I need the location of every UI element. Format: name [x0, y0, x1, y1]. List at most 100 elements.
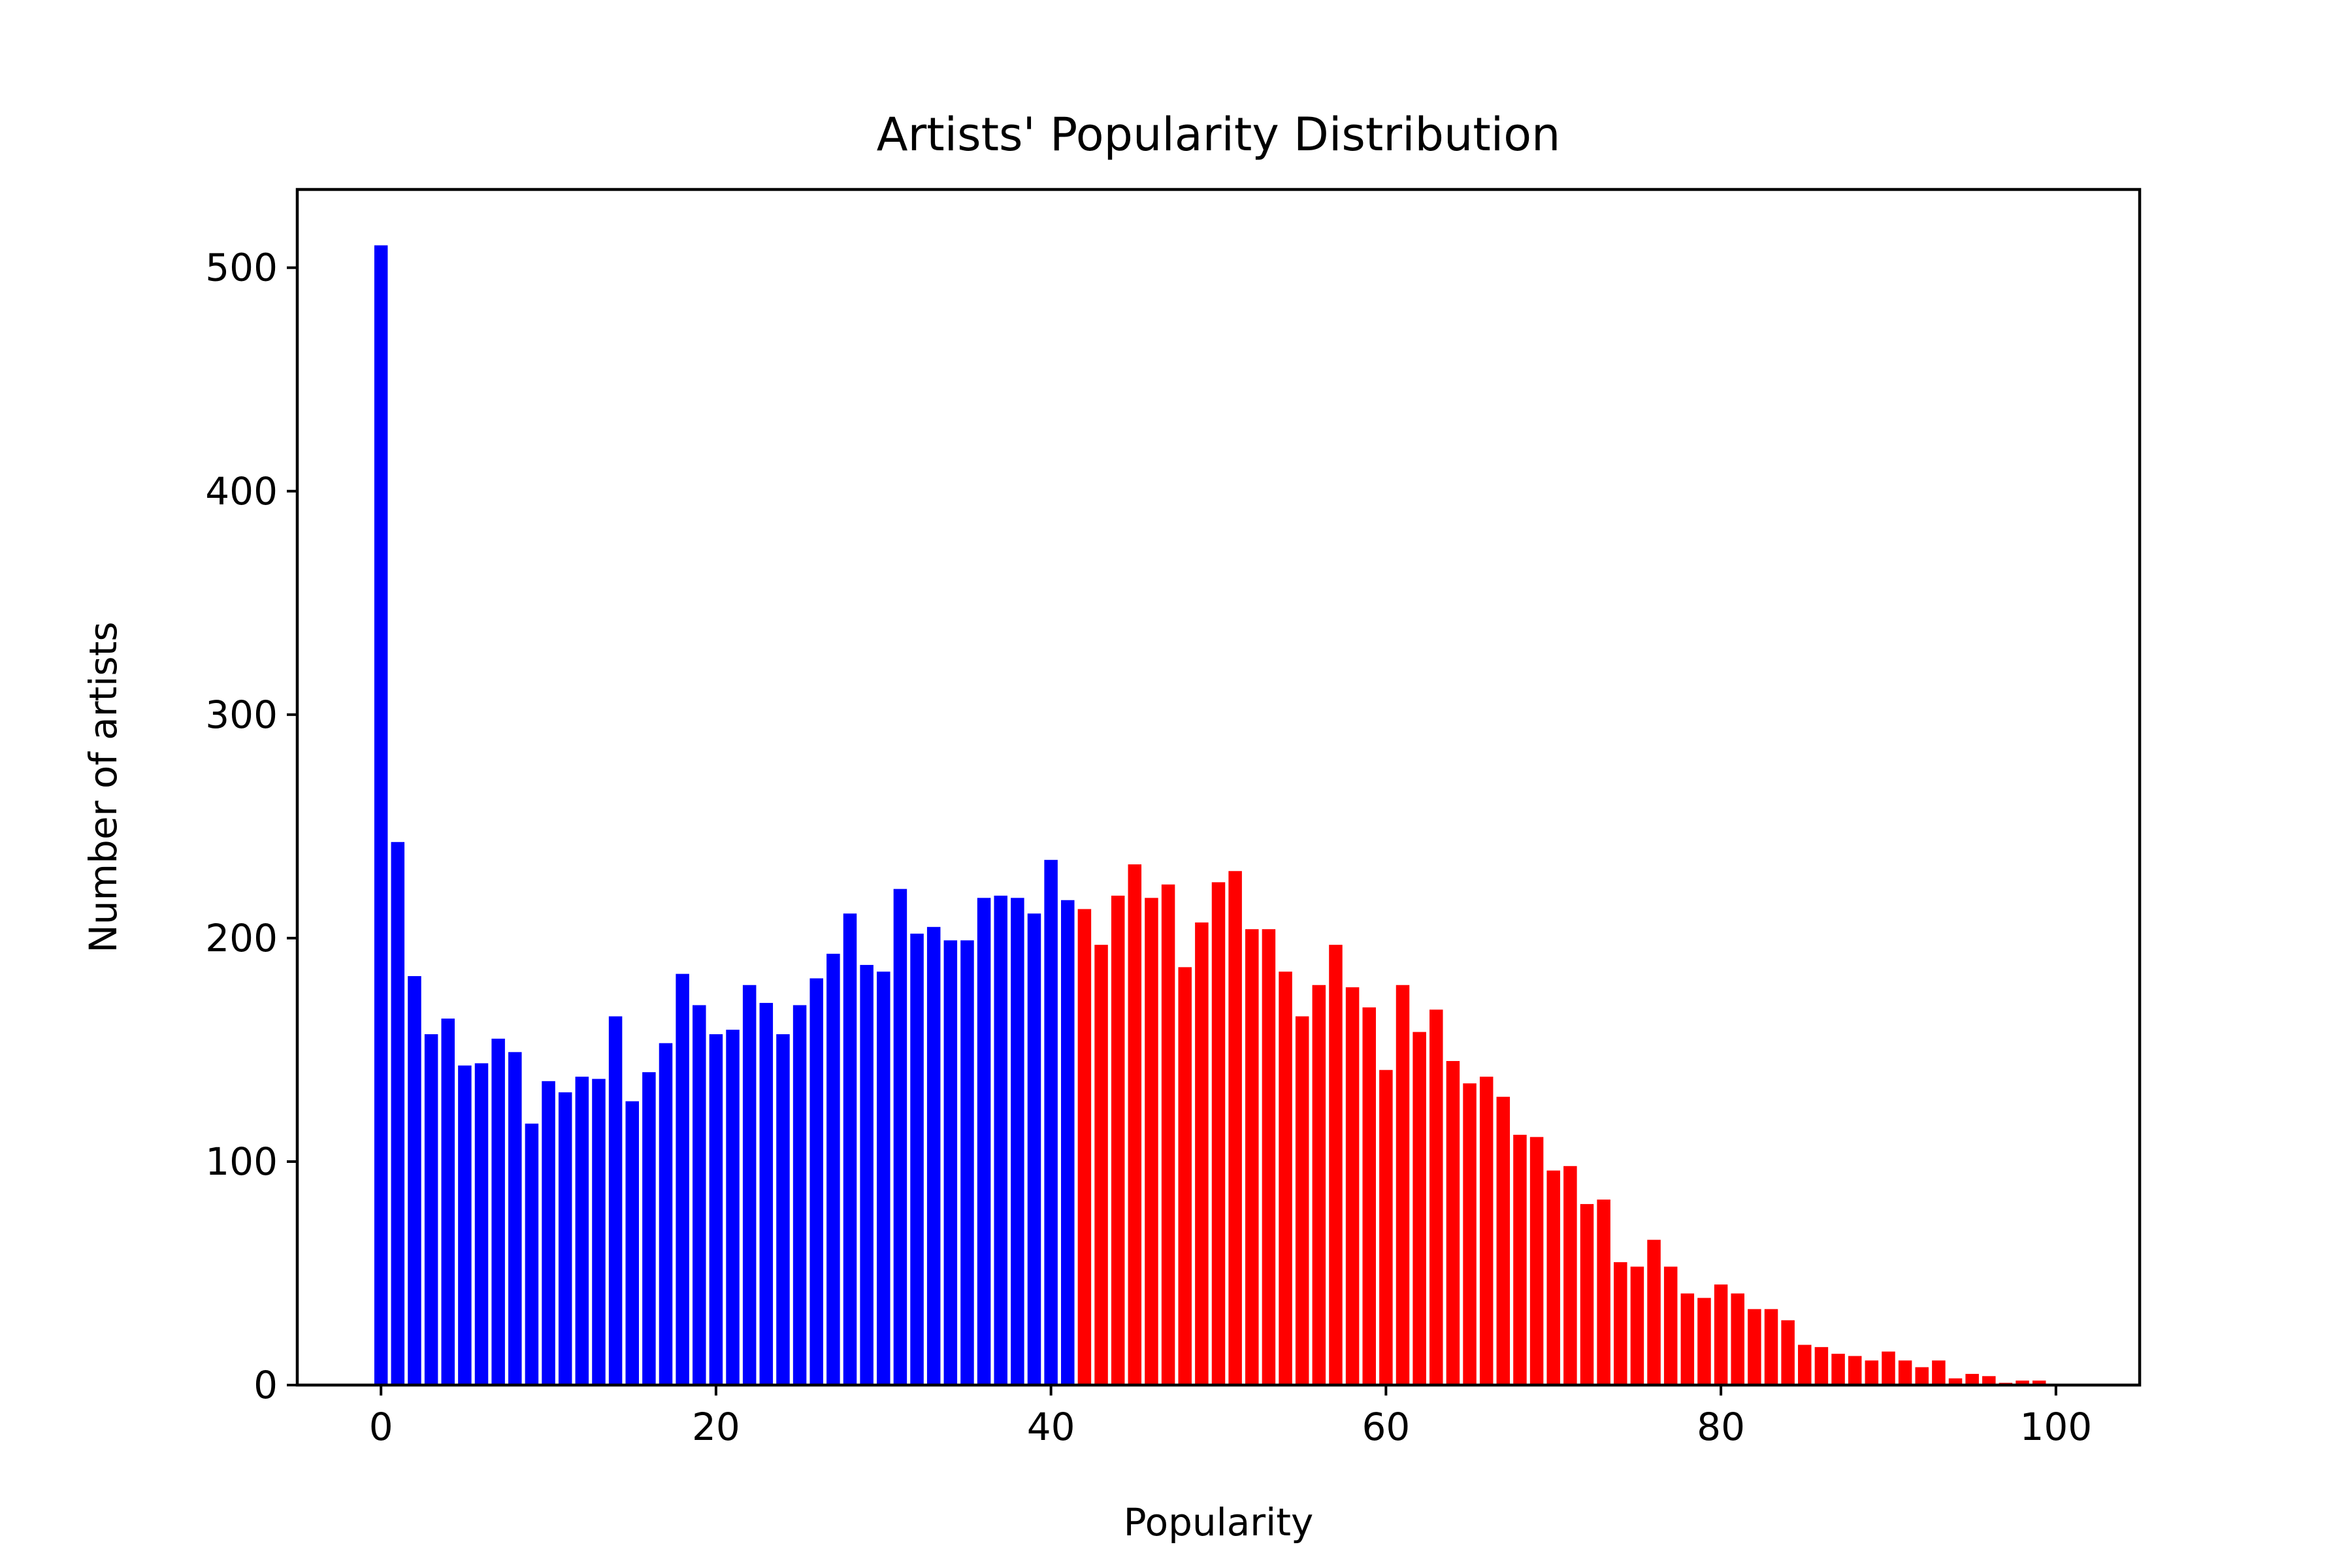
bar-popularity-55	[1295, 1016, 1309, 1385]
bar-popularity-2	[408, 976, 421, 1385]
bar-popularity-94	[1948, 1378, 1963, 1385]
bar-popularity-40	[1044, 860, 1058, 1385]
bar-popularity-23	[759, 1003, 774, 1385]
bar-popularity-15	[625, 1101, 639, 1385]
bar-popularity-9	[525, 1123, 539, 1385]
bar-popularity-29	[860, 964, 874, 1385]
bar-popularity-18	[676, 973, 689, 1385]
bar-popularity-22	[742, 985, 757, 1385]
bar-popularity-65	[1463, 1083, 1477, 1385]
bar-popularity-21	[726, 1030, 740, 1385]
bar-popularity-66	[1479, 1076, 1494, 1385]
bar-popularity-77	[1663, 1266, 1678, 1385]
bar-popularity-84	[1781, 1320, 1795, 1385]
bar-popularity-93	[1932, 1360, 1946, 1385]
bar-popularity-58	[1345, 987, 1360, 1385]
bar-popularity-83	[1764, 1309, 1778, 1385]
y-tick-label-0: 0	[253, 1363, 278, 1407]
bar-popularity-11	[558, 1092, 572, 1385]
bar-popularity-88	[1848, 1356, 1862, 1385]
x-tick-label-20: 20	[692, 1405, 740, 1449]
bar-popularity-59	[1362, 1007, 1376, 1385]
bar-popularity-44	[1111, 895, 1125, 1385]
bar-popularity-91	[1898, 1360, 1912, 1385]
bar-popularity-20	[709, 1034, 723, 1385]
bar-popularity-54	[1279, 972, 1292, 1385]
bar-popularity-63	[1429, 1009, 1443, 1385]
bars-group	[374, 245, 2046, 1385]
bar-popularity-32	[910, 934, 924, 1385]
y-tick-label-300: 300	[205, 693, 278, 737]
bar-popularity-25	[792, 1005, 807, 1385]
bar-popularity-87	[1831, 1354, 1845, 1385]
bar-popularity-13	[592, 1079, 606, 1385]
bar-popularity-31	[893, 889, 907, 1385]
x-tick-label-80: 80	[1697, 1405, 1745, 1449]
bar-popularity-33	[926, 926, 941, 1385]
bar-popularity-42	[1077, 909, 1092, 1385]
y-tick-label-100: 100	[205, 1139, 278, 1184]
bar-popularity-48	[1178, 967, 1192, 1385]
bar-popularity-76	[1647, 1239, 1661, 1385]
bar-popularity-27	[826, 953, 840, 1385]
bar-popularity-81	[1731, 1293, 1744, 1385]
bar-popularity-64	[1446, 1061, 1460, 1385]
bar-popularity-46	[1145, 898, 1158, 1385]
bar-popularity-60	[1379, 1070, 1393, 1385]
x-tick-label-0: 0	[369, 1405, 393, 1449]
bar-popularity-90	[1882, 1351, 1895, 1385]
bar-popularity-8	[508, 1052, 522, 1385]
x-axis-ticks: 0 20 40 60 80 100	[369, 1385, 2092, 1449]
bar-popularity-70	[1546, 1170, 1560, 1385]
bar-popularity-49	[1195, 922, 1209, 1385]
bar-popularity-62	[1413, 1032, 1426, 1385]
chart-title: Artists' Popularity Distribution	[877, 108, 1561, 161]
bar-popularity-16	[642, 1072, 656, 1385]
bar-popularity-86	[1814, 1347, 1829, 1385]
bar-popularity-56	[1312, 985, 1326, 1385]
bar-popularity-36	[977, 898, 991, 1385]
bar-popularity-47	[1161, 884, 1175, 1385]
bar-popularity-78	[1680, 1293, 1695, 1385]
bar-popularity-12	[575, 1076, 589, 1385]
bar-popularity-69	[1529, 1137, 1544, 1385]
bar-popularity-0	[374, 245, 388, 1385]
bar-popularity-4	[441, 1019, 455, 1385]
bar-popularity-43	[1094, 945, 1108, 1385]
bar-popularity-51	[1228, 871, 1242, 1385]
bar-popularity-14	[608, 1016, 623, 1385]
bar-popularity-5	[458, 1065, 472, 1385]
bar-popularity-39	[1027, 913, 1041, 1385]
x-tick-label-100: 100	[2019, 1405, 2092, 1449]
bar-popularity-73	[1597, 1200, 1610, 1385]
bar-popularity-89	[1865, 1360, 1879, 1385]
bar-popularity-72	[1580, 1203, 1594, 1385]
bar-popularity-79	[1697, 1298, 1711, 1385]
bar-popularity-35	[960, 940, 974, 1385]
bar-popularity-26	[809, 978, 823, 1385]
bar-popularity-17	[659, 1043, 673, 1385]
bar-popularity-92	[1915, 1367, 1929, 1385]
bar-popularity-37	[994, 895, 1007, 1385]
bar-popularity-95	[1965, 1373, 1979, 1385]
bar-popularity-75	[1630, 1266, 1644, 1385]
x-tick-label-60: 60	[1362, 1405, 1410, 1449]
bar-popularity-67	[1496, 1096, 1511, 1385]
x-axis-label: Popularity	[1124, 1500, 1314, 1544]
bar-popularity-71	[1563, 1166, 1577, 1385]
bar-popularity-98	[2016, 1380, 2029, 1385]
x-tick-label-40: 40	[1027, 1405, 1075, 1449]
bar-popularity-1	[391, 841, 405, 1385]
bar-popularity-3	[424, 1034, 438, 1385]
bar-popularity-30	[877, 972, 890, 1385]
y-tick-label-200: 200	[205, 916, 278, 960]
y-axis-label: Number of artists	[81, 621, 125, 953]
bar-popularity-96	[1982, 1376, 1996, 1385]
y-axis-ticks: 0 100 200 300 400 500	[205, 246, 297, 1407]
bar-popularity-52	[1245, 929, 1259, 1385]
bar-popularity-38	[1011, 898, 1024, 1385]
bar-popularity-61	[1396, 985, 1410, 1385]
bar-popularity-6	[474, 1063, 489, 1385]
